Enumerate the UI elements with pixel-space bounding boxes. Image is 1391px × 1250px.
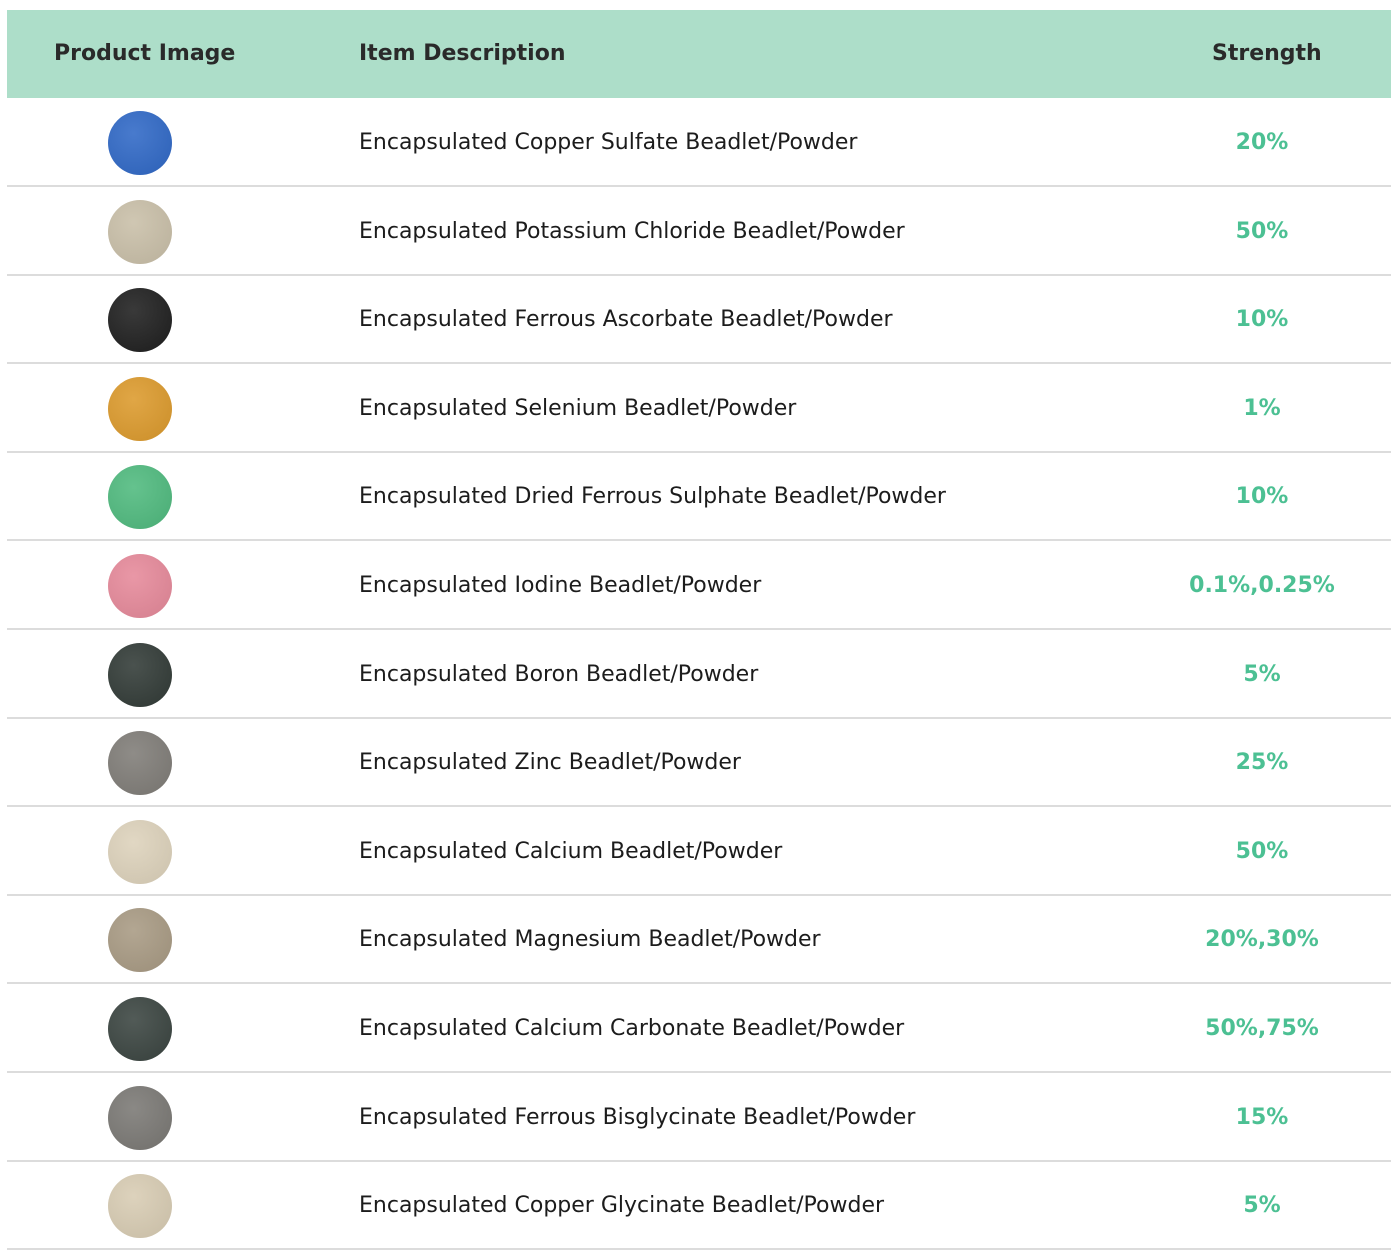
table-row: Encapsulated Zinc Beadlet/Powder 25% [7,719,1391,807]
table-row: Encapsulated Iodine Beadlet/Powder 0.1%,0… [7,542,1391,630]
product-image [108,643,172,707]
strength: 5% [1162,1162,1362,1250]
header-cell: Product Image [54,10,235,98]
page: Product Image Item Description Strength … [0,0,1391,1234]
item-description: Encapsulated Ferrous Ascorbate Beadlet/P… [359,276,893,364]
product-image [108,908,172,972]
table-row: Encapsulated Potassium Chloride Beadlet/… [7,188,1391,276]
strength: 50%,75% [1162,985,1362,1073]
product-image [108,731,172,795]
strength: 50% [1162,188,1362,276]
item-description: Encapsulated Magnesium Beadlet/Powder [359,896,821,984]
product-image [108,1174,172,1238]
item-description: Encapsulated Dried Ferrous Sulphate Bead… [359,453,946,541]
item-description: Encapsulated Boron Beadlet/Powder [359,631,758,719]
item-description: Encapsulated Ferrous Bisglycinate Beadle… [359,1074,915,1162]
item-description: Encapsulated Calcium Carbonate Beadlet/P… [359,985,904,1073]
strength: 10% [1162,276,1362,364]
item-description: Encapsulated Zinc Beadlet/Powder [359,719,741,807]
item-description: Encapsulated Potassium Chloride Beadlet/… [359,188,905,276]
item-description: Encapsulated Selenium Beadlet/Powder [359,365,796,453]
strength: 0.1%,0.25% [1162,542,1362,630]
product-image [108,465,172,529]
item-description: Encapsulated Calcium Beadlet/Powder [359,808,782,896]
product-image [108,288,172,352]
strength: 1% [1162,365,1362,453]
table-row: Encapsulated Calcium Beadlet/Powder 50% [7,808,1391,896]
product-image [108,200,172,264]
product-image [108,111,172,175]
table-row: Encapsulated Copper Glycinate Beadlet/Po… [7,1162,1391,1250]
table-row: Encapsulated Selenium Beadlet/Powder 1% [7,365,1391,453]
strength: 20%,30% [1162,896,1362,984]
strength: 15% [1162,1074,1362,1162]
header-cell: Item Description [359,10,566,98]
table-row: Encapsulated Boron Beadlet/Powder 5% [7,631,1391,719]
strength: 20% [1162,99,1362,187]
strength: 50% [1162,808,1362,896]
table-row: Encapsulated Ferrous Bisglycinate Beadle… [7,1074,1391,1162]
product-image [108,1086,172,1150]
item-description: Encapsulated Copper Glycinate Beadlet/Po… [359,1162,884,1250]
table-row: Encapsulated Magnesium Beadlet/Powder 20%… [7,896,1391,984]
strength: 25% [1162,719,1362,807]
table-row: Encapsulated Calcium Carbonate Beadlet/P… [7,985,1391,1073]
table-row: Encapsulated Dried Ferrous Sulphate Bead… [7,453,1391,541]
table-row: Encapsulated Ferrous Ascorbate Beadlet/P… [7,276,1391,364]
table-row: Encapsulated Copper Sulfate Beadlet/Powd… [7,99,1391,187]
item-description: Encapsulated Copper Sulfate Beadlet/Powd… [359,99,857,187]
header-cell: Strength [1212,10,1322,98]
product-image [108,820,172,884]
table-header: Product Image Item Description Strength [7,10,1391,98]
product-image [108,554,172,618]
strength: 5% [1162,631,1362,719]
strength: 10% [1162,453,1362,541]
product-image [108,377,172,441]
item-description: Encapsulated Iodine Beadlet/Powder [359,542,761,630]
product-image [108,997,172,1061]
